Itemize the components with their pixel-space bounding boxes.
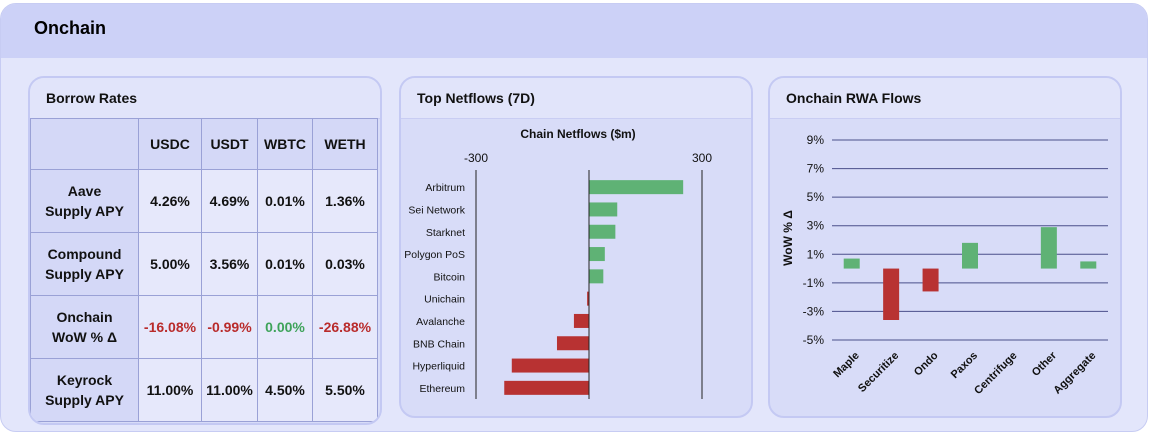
card-title: Top Netflows (7D) <box>417 90 535 106</box>
x-tick-label: Maple <box>831 350 862 381</box>
table-cell: 0.01% <box>257 232 313 296</box>
table-cell: -16.08% <box>138 295 202 359</box>
bar <box>504 380 589 395</box>
top-netflows-card: Top Netflows (7D) Chain Netflows ($m) -3… <box>399 76 753 418</box>
netflows-chart: Chain Netflows ($m) -300 300 Arbitrum Sei… <box>404 127 712 399</box>
bar <box>1080 261 1097 269</box>
row-label-line2: Supply APY <box>45 392 124 408</box>
y-tick-label: 5% <box>807 190 825 204</box>
row-label: Keyrock Supply APY <box>30 358 139 422</box>
table-cell: 1.36% <box>312 169 378 233</box>
row-label: Onchain WoW % Δ <box>30 295 139 359</box>
table-cell: -26.88% <box>312 295 378 359</box>
row-label-line2: WoW % Δ <box>51 329 118 345</box>
table-cell: 11.00% <box>201 358 258 422</box>
x-tick-label: Ondo <box>912 349 941 378</box>
bar <box>843 258 860 269</box>
header-bar: Onchain <box>1 4 1147 58</box>
borrow-rates-table: USDC USDT WBTC WETH Aave Supply APY 4.26%… <box>30 118 378 422</box>
table-row: Keyrock Supply APY 11.00% 11.00% 4.50% 5.… <box>30 358 378 422</box>
y-tick-label: 1% <box>807 247 825 261</box>
table-cell: 0.01% <box>257 169 313 233</box>
table-cell: 4.50% <box>257 358 313 422</box>
category-label: Hyperliquid <box>412 361 465 373</box>
table-cell: 3.56% <box>201 232 258 296</box>
y-axis-label: WoW % Δ <box>781 210 795 266</box>
y-tick-label: -3% <box>803 304 825 318</box>
category-label: BNB Chain <box>413 338 465 350</box>
x-tick-label: Other <box>1030 349 1060 379</box>
x-tick-label: Aggregate <box>1051 350 1098 397</box>
bar <box>589 202 618 217</box>
category-label: Arbitrum <box>425 182 465 194</box>
column-header: USDT <box>201 118 258 170</box>
table-cell: 5.50% <box>312 358 378 422</box>
card-header: Top Netflows (7D) <box>401 78 751 119</box>
bar <box>589 180 684 195</box>
x-tick-label: Centrifuge <box>972 350 1019 397</box>
row-label-line1: Aave <box>67 183 102 199</box>
bar <box>556 336 589 351</box>
row-label-line1: Keyrock <box>56 372 113 388</box>
chart-title: Chain Netflows ($m) <box>520 127 635 141</box>
x-tick-label: 300 <box>692 151 712 165</box>
bar <box>573 313 589 328</box>
bar <box>589 247 605 262</box>
table-header-row: USDC USDT WBTC WETH <box>30 118 378 170</box>
bar <box>922 268 939 292</box>
bar <box>589 269 604 284</box>
table-cell: 4.69% <box>201 169 258 233</box>
table-row: Onchain WoW % Δ -16.08% -0.99% 0.00% -26.… <box>30 295 378 359</box>
row-label: Compound Supply APY <box>30 232 139 296</box>
table-cell: 0.03% <box>312 232 378 296</box>
table-cell: 0.00% <box>257 295 313 359</box>
table-cell: 11.00% <box>138 358 202 422</box>
row-label-line2: Supply APY <box>45 266 124 282</box>
column-header: USDC <box>138 118 202 170</box>
card-title: Borrow Rates <box>46 90 138 106</box>
row-label-line2: Supply APY <box>45 203 124 219</box>
x-tick-label: Securitize <box>856 350 901 395</box>
bar <box>1040 227 1057 269</box>
column-header: WETH <box>312 118 378 170</box>
table-row: Aave Supply APY 4.26% 4.69% 0.01% 1.36% <box>30 169 378 233</box>
card-header: Onchain RWA Flows <box>770 78 1120 119</box>
bar <box>511 358 589 373</box>
table-row: Compound Supply APY 5.00% 3.56% 0.01% 0.0… <box>30 232 378 296</box>
category-label: Bitcoin <box>433 271 465 283</box>
category-label: Polygon PoS <box>404 249 465 261</box>
card-header: Borrow Rates <box>30 78 380 119</box>
y-tick-label: 9% <box>807 133 825 147</box>
rwa-flows-chart: WoW % Δ 9% 7% 5% 3% 1% -1% -3% -5% MapleSecurit… <box>781 133 1108 397</box>
x-tick-label: Paxos <box>949 350 980 381</box>
bar <box>587 291 589 306</box>
table-corner-cell <box>30 118 139 170</box>
category-label: Avalanche <box>416 316 465 328</box>
bar <box>589 224 616 239</box>
x-tick-label: -300 <box>464 151 488 165</box>
card-title: Onchain RWA Flows <box>786 90 922 106</box>
row-label: Aave Supply APY <box>30 169 139 233</box>
y-tick-label: -1% <box>803 276 825 290</box>
y-tick-label: -5% <box>803 333 825 347</box>
category-label: Ethereum <box>419 383 465 395</box>
category-label: Sei Network <box>408 204 465 216</box>
category-label: Unichain <box>424 294 465 306</box>
category-label: Starknet <box>426 227 465 239</box>
borrow-rates-card: Borrow Rates USDC USDT WBTC WETH Aave Sup… <box>28 76 382 425</box>
row-label-line1: Compound <box>47 246 122 262</box>
onchain-dashboard: Onchain Borrow Rates USDC USDT WBTC WETH… <box>0 3 1148 432</box>
page-title: Onchain <box>34 18 107 38</box>
row-label-line1: Onchain <box>56 309 113 325</box>
table-cell: 5.00% <box>138 232 202 296</box>
column-header: WBTC <box>257 118 313 170</box>
bar <box>883 268 900 320</box>
y-tick-label: 7% <box>807 162 825 176</box>
table-cell: 4.26% <box>138 169 202 233</box>
table-cell: -0.99% <box>201 295 258 359</box>
rwa-flows-card: Onchain RWA Flows WoW % Δ 9% 7% 5% 3% 1% -1% -… <box>768 76 1122 418</box>
bar <box>962 242 978 269</box>
y-tick-label: 3% <box>807 219 825 233</box>
